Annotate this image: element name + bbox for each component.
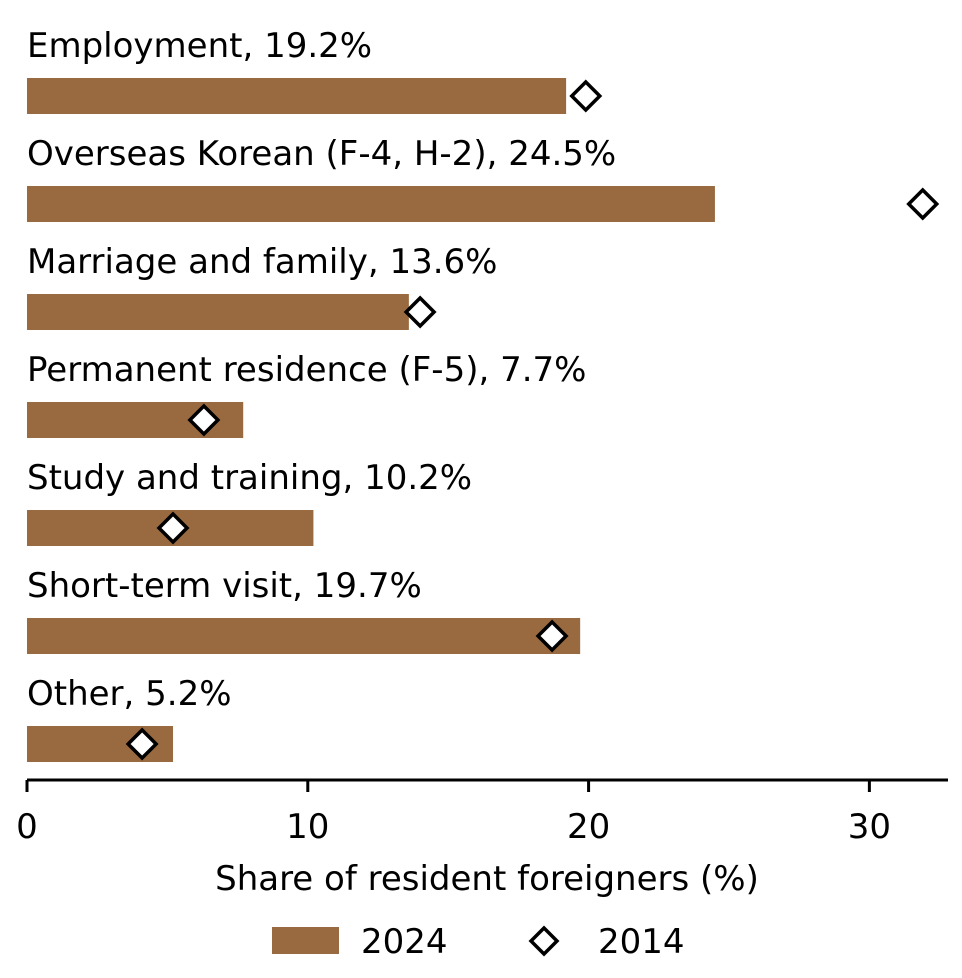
x-axis: 0 10 20 30 [16,778,948,847]
bar-short-term-visit [27,618,581,654]
category-label-employment: Employment, 19.2% [27,26,372,66]
legend-swatch-2024 [272,927,339,954]
x-tick-label-30: 30 [848,807,891,847]
legend-label-2024: 2024 [361,922,448,962]
legend: 2024 2014 [272,922,685,962]
marker-2014-other [125,727,159,761]
category-label-other: Other, 5.2% [27,674,232,714]
bar-overseas-korean-f-4-h-2 [27,186,715,222]
marker-2014-overseas-korean-f-4-h-2 [906,187,940,221]
marker-2014-employment [569,79,603,113]
marker-2014-short-term-visit [535,619,569,653]
category-label-permanent-residence-f-5: Permanent residence (F-5), 7.7% [27,350,586,390]
legend-swatch-2014 [528,925,560,957]
bar-marriage-and-family [27,294,409,330]
category-labels-layer: Employment, 19.2% Overseas Korean (F-4, H… [27,26,616,714]
x-tick-label-20: 20 [567,807,610,847]
marker-2014-marriage-and-family [403,295,437,329]
x-tick-label-10: 10 [286,807,329,847]
bar-employment [27,78,567,114]
x-tick-label-0: 0 [16,807,38,847]
category-label-study-and-training: Study and training, 10.2% [27,458,472,498]
category-label-marriage-and-family: Marriage and family, 13.6% [27,242,497,282]
bars-layer [27,78,715,762]
category-label-overseas-korean-f-4-h-2: Overseas Korean (F-4, H-2), 24.5% [27,134,616,174]
marker-2014-study-and-training [156,511,190,545]
legend-label-2014: 2014 [598,922,685,962]
x-axis-title: Share of resident foreigners (%) [215,859,759,899]
markers-layer [125,79,940,761]
marker-2014-permanent-residence-f-5 [187,403,221,437]
category-label-short-term-visit: Short-term visit, 19.7% [27,566,422,606]
